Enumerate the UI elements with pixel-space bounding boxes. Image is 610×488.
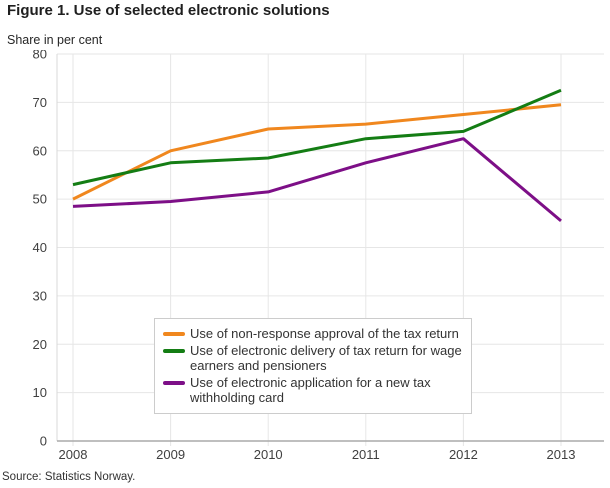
x-tick-label: 2009 [156, 447, 185, 462]
legend-label: Use of electronic delivery of tax return… [190, 343, 462, 374]
green-line-swatch-icon [163, 349, 185, 354]
legend-item-tax-withholding-card: Use of electronic application for a new … [163, 375, 463, 405]
legend-item-electronic-delivery: Use of electronic delivery of tax return… [163, 343, 463, 373]
y-tick-label: 60 [33, 143, 47, 158]
legend-label: Use of electronic application for a new … [190, 375, 431, 406]
series-line-0 [72, 103, 562, 201]
y-tick-label: 20 [33, 337, 47, 352]
series-line-1 [72, 88, 562, 187]
y-tick-label: 10 [33, 385, 47, 400]
y-tick-label: 0 [40, 434, 47, 449]
y-tick-label: 50 [33, 192, 47, 207]
legend: Use of non-response approval of the tax … [154, 318, 472, 415]
purple-line-swatch-icon [163, 381, 185, 386]
x-tick-label: 2010 [254, 447, 283, 462]
legend-item-non-response-approval: Use of non-response approval of the tax … [163, 326, 463, 341]
series-line-2 [72, 137, 562, 223]
x-tick-label: 2012 [449, 447, 478, 462]
source-note: Source: Statistics Norway. [2, 471, 136, 483]
x-tick-label: 2008 [59, 447, 88, 462]
y-tick-label: 30 [33, 288, 47, 303]
x-tick-label: 2011 [352, 447, 380, 462]
y-tick-label: 70 [33, 95, 47, 110]
legend-label: Use of non-response approval of the tax … [190, 326, 459, 341]
line-chart: 0 10 20 30 40 50 60 70 80 2008 2009 2010 2011 2012 201… [33, 50, 604, 462]
y-tick-label: 80 [33, 50, 47, 62]
y-tick-label: 40 [33, 240, 47, 255]
orange-line-swatch-icon [163, 332, 185, 336]
y-axis-unit-label: Share in per cent [7, 33, 103, 47]
x-tick-label: 2013 [547, 447, 576, 462]
figure-title: Figure 1. Use of selected electronic sol… [7, 2, 330, 19]
